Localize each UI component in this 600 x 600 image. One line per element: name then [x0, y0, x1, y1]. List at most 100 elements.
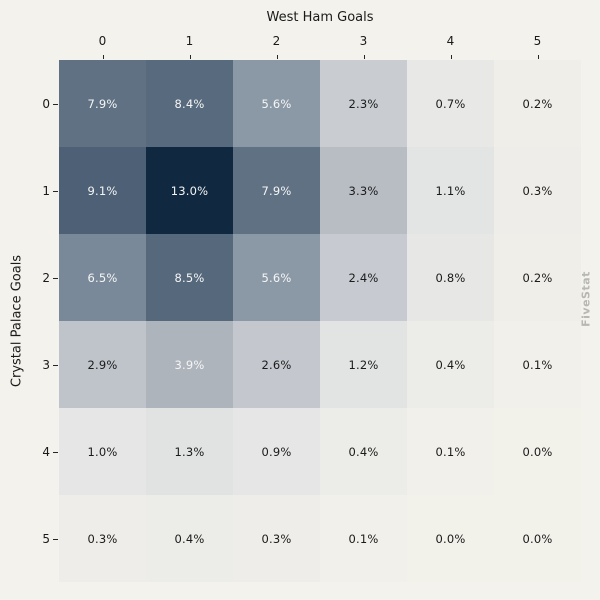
cell-value-label: 2.6%: [261, 357, 292, 372]
heatmap-cell-r1c3: 3.3%: [320, 147, 407, 234]
x-tick-label-4: 4: [446, 34, 455, 48]
heatmap-cell-r0c0: 7.9%: [59, 60, 146, 147]
heatmap-cell-r3c0: 2.9%: [59, 321, 146, 408]
x-tick-marks: [59, 55, 581, 60]
x-tick-labels: 0 1 2 3 4 5: [59, 33, 581, 49]
cell-value-label: 1.1%: [435, 183, 466, 198]
cell-value-label: 0.2%: [522, 270, 553, 285]
heatmap-grid: 7.9% 8.4% 5.6% 2.3% 0.7% 0.2% 9.1% 13.0% 7.9% 3.3…: [59, 60, 581, 582]
cell-value-label: 0.0%: [435, 531, 466, 546]
cell-value-label: 0.0%: [522, 444, 553, 459]
cell-value-label: 3.9%: [174, 357, 205, 372]
heatmap-cell-r1c2: 7.9%: [233, 147, 320, 234]
cell-value-label: 5.6%: [261, 96, 292, 111]
heatmap-cell-r4c2: 0.9%: [233, 408, 320, 495]
heatmap-cell-r4c0: 1.0%: [59, 408, 146, 495]
heatmap-cell-r5c5: 0.0%: [494, 495, 581, 582]
cell-value-label: 0.3%: [87, 531, 118, 546]
cell-value-label: 7.9%: [261, 183, 292, 198]
heatmap-cell-r1c1: 13.0%: [146, 147, 233, 234]
cell-value-label: 9.1%: [87, 183, 118, 198]
heatmap-cell-r4c1: 1.3%: [146, 408, 233, 495]
heatmap-cell-r4c5: 0.0%: [494, 408, 581, 495]
cell-value-label: 8.5%: [174, 270, 205, 285]
cell-value-label: 2.3%: [348, 96, 379, 111]
cell-value-label: 0.1%: [435, 444, 466, 459]
heatmap-cell-r2c4: 0.8%: [407, 234, 494, 321]
heatmap-cell-r1c0: 9.1%: [59, 147, 146, 234]
y-tick-marks: [53, 60, 59, 582]
cell-value-label: 0.2%: [522, 96, 553, 111]
y-tick-label-0: 0: [42, 96, 50, 111]
cell-value-label: 0.4%: [348, 444, 379, 459]
heatmap-cell-r5c3: 0.1%: [320, 495, 407, 582]
heatmap-cell-r5c0: 0.3%: [59, 495, 146, 582]
x-tick-label-0: 0: [98, 34, 107, 48]
cell-value-label: 13.0%: [170, 183, 209, 198]
cell-value-label: 0.8%: [435, 270, 466, 285]
cell-value-label: 6.5%: [87, 270, 118, 285]
y-tick-mark: [53, 190, 58, 192]
heatmap-cell-r1c4: 1.1%: [407, 147, 494, 234]
x-tick-label-1: 1: [185, 34, 194, 48]
cell-value-label: 7.9%: [87, 96, 118, 111]
cell-value-label: 2.4%: [348, 270, 379, 285]
heatmap-cell-r2c1: 8.5%: [146, 234, 233, 321]
x-tick-mark: [450, 55, 452, 59]
x-tick-label-3: 3: [359, 34, 368, 48]
cell-value-label: 0.4%: [174, 531, 205, 546]
heatmap-cell-r0c5: 0.2%: [494, 60, 581, 147]
heatmap-cell-r0c4: 0.7%: [407, 60, 494, 147]
x-tick-label-2: 2: [272, 34, 281, 48]
heatmap-cell-r3c2: 2.6%: [233, 321, 320, 408]
y-tick-label-2: 2: [42, 270, 50, 285]
heatmap-cell-r3c3: 1.2%: [320, 321, 407, 408]
heatmap-cell-r2c0: 6.5%: [59, 234, 146, 321]
x-tick-mark: [537, 55, 539, 59]
cell-value-label: 5.6%: [261, 270, 292, 285]
heatmap-cell-r2c2: 5.6%: [233, 234, 320, 321]
cell-value-label: 2.9%: [87, 357, 118, 372]
cell-value-label: 0.7%: [435, 96, 466, 111]
x-axis-title: West Ham Goals: [266, 10, 374, 25]
x-tick-mark: [102, 55, 104, 59]
cell-value-label: 0.1%: [348, 531, 379, 546]
cell-value-label: 8.4%: [174, 96, 205, 111]
cell-value-label: 1.3%: [174, 444, 205, 459]
cell-value-label: 0.0%: [522, 531, 553, 546]
y-tick-label-3: 3: [42, 357, 50, 372]
x-tick-mark: [276, 55, 278, 59]
cell-value-label: 0.9%: [261, 444, 292, 459]
y-tick-mark: [53, 364, 58, 366]
x-tick-label-5: 5: [533, 34, 542, 48]
cell-value-label: 0.3%: [261, 531, 292, 546]
x-tick-mark: [189, 55, 191, 59]
heatmap-cell-r0c2: 5.6%: [233, 60, 320, 147]
y-tick-mark: [53, 103, 58, 105]
y-tick-label-5: 5: [42, 531, 50, 546]
heatmap-cell-r2c3: 2.4%: [320, 234, 407, 321]
heatmap-cell-r3c4: 0.4%: [407, 321, 494, 408]
cell-value-label: 3.3%: [348, 183, 379, 198]
heatmap-cell-r0c1: 8.4%: [146, 60, 233, 147]
y-tick-mark: [53, 277, 58, 279]
heatmap-cell-r4c4: 0.1%: [407, 408, 494, 495]
y-tick-mark: [53, 451, 58, 453]
y-tick-label-1: 1: [42, 183, 50, 198]
y-tick-labels: 0 1 2 3 4 5: [0, 60, 50, 582]
heatmap-cell-r5c2: 0.3%: [233, 495, 320, 582]
heatmap-cell-r5c4: 0.0%: [407, 495, 494, 582]
y-tick-label-4: 4: [42, 444, 50, 459]
heatmap-cell-r0c3: 2.3%: [320, 60, 407, 147]
cell-value-label: 1.2%: [348, 357, 379, 372]
heatmap-cell-r2c5: 0.2%: [494, 234, 581, 321]
watermark-text: FiveStat: [579, 271, 593, 327]
heatmap-cell-r5c1: 0.4%: [146, 495, 233, 582]
y-tick-mark: [53, 538, 58, 540]
heatmap-cell-r3c1: 3.9%: [146, 321, 233, 408]
x-tick-mark: [363, 55, 365, 59]
cell-value-label: 0.4%: [435, 357, 466, 372]
cell-value-label: 0.1%: [522, 357, 553, 372]
heatmap-cell-r1c5: 0.3%: [494, 147, 581, 234]
